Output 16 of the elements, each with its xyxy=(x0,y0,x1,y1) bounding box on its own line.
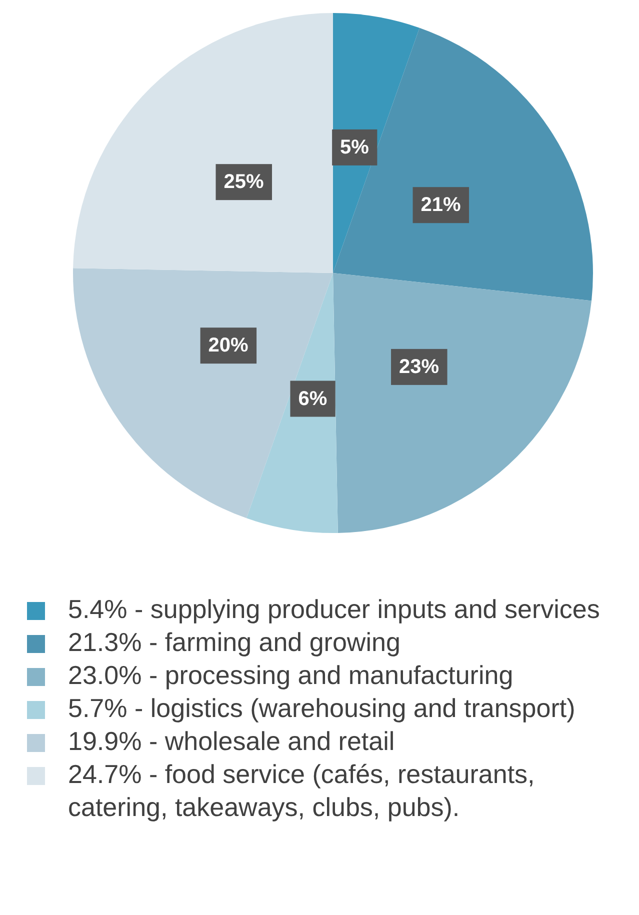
legend-label: 5.4% - supplying producer inputs and services xyxy=(68,594,600,624)
data-label: 20% xyxy=(208,334,249,357)
legend-label: 19.9% - wholesale and retail xyxy=(68,726,395,756)
data-label: 25% xyxy=(224,171,264,194)
pie-slice xyxy=(73,13,333,273)
pie-slice xyxy=(73,268,333,518)
legend-label: 21.3% - farming and growing xyxy=(68,627,400,657)
data-label: 23% xyxy=(399,356,440,378)
legend-label: 24.7% - food service (cafés, restaurants, catering, takeaways, clubs, pubs). xyxy=(68,759,535,822)
data-label: 6% xyxy=(298,388,328,410)
legend-label: 5.7% - logistics (warehousing and transport) xyxy=(68,693,576,723)
data-label: 21% xyxy=(420,194,462,216)
data-label: 5% xyxy=(340,136,370,158)
pie-slice xyxy=(333,28,593,301)
pie-slice xyxy=(333,273,592,533)
legend-label: 23.0% - processing and manufacturing xyxy=(68,660,514,690)
